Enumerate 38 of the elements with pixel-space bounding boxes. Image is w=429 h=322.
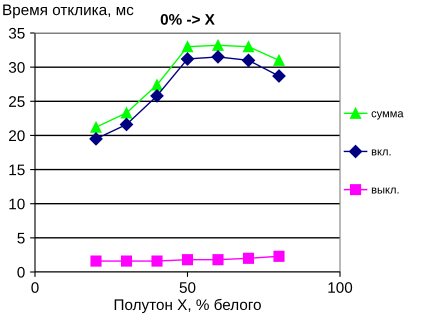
point <box>273 250 285 262</box>
point <box>180 52 194 66</box>
y-axis-title: Время отклика, мс <box>3 4 134 18</box>
legend-label: выкл. <box>372 188 399 194</box>
x-tick-label: 50 <box>180 282 196 293</box>
point <box>151 79 163 90</box>
point <box>182 41 194 52</box>
point <box>242 54 256 67</box>
point <box>273 54 285 66</box>
y-tick-label: 10 <box>9 198 25 210</box>
point <box>272 69 286 83</box>
y-tick-label: 25 <box>9 96 25 107</box>
point <box>242 41 254 52</box>
legend-label: вкл. <box>372 150 391 156</box>
x-tick-label: 0 <box>31 282 39 293</box>
point <box>120 256 132 267</box>
point <box>90 256 102 267</box>
y-tick-label: 0 <box>17 266 25 278</box>
point <box>212 40 224 51</box>
point <box>89 132 103 146</box>
y-tick-label: 30 <box>8 62 25 73</box>
legend-label: сумма <box>372 111 404 120</box>
chart-title: 0% -> X <box>160 14 215 25</box>
y-tick-label: 20 <box>9 130 25 142</box>
point <box>120 107 132 118</box>
point <box>90 122 102 133</box>
point <box>120 118 134 132</box>
point <box>151 256 163 267</box>
point <box>211 50 225 64</box>
point <box>150 89 164 102</box>
x-axis-title: Полутон X, % белого <box>114 298 261 314</box>
y-tick-label: 35 <box>8 28 25 39</box>
point <box>242 252 254 264</box>
point <box>212 254 224 266</box>
y-tick-label: 15 <box>9 164 25 176</box>
x-tick-label: 100 <box>328 282 352 293</box>
point <box>182 254 194 266</box>
y-tick-label: 5 <box>17 232 25 244</box>
